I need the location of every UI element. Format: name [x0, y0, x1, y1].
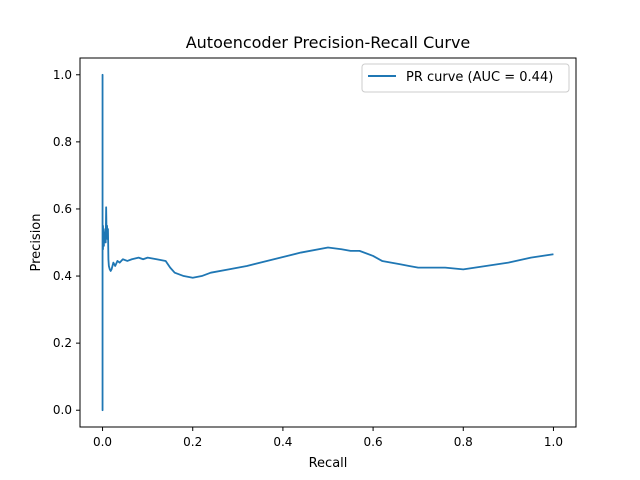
y-tick-label: 0.0 [53, 403, 72, 417]
x-tick-label: 0.6 [364, 435, 383, 449]
plot-frame [79, 57, 577, 428]
x-axis-label: Recall [309, 456, 348, 471]
x-axis: 0.0 0.2 0.4 0.6 0.8 1.0 [93, 427, 563, 449]
legend: PR curve (AUC = 0.44) [361, 63, 570, 93]
pr-curve-line [101, 73, 554, 412]
legend-box [361, 63, 570, 93]
x-tick-label: 0.4 [273, 435, 292, 449]
y-axis-label: Precision [29, 213, 44, 271]
series-layer [101, 73, 554, 412]
y-tick-label: 0.6 [53, 202, 72, 216]
y-tick-label: 0.2 [53, 336, 72, 350]
legend-entry: PR curve (AUC = 0.44) [406, 70, 553, 85]
x-tick-label: 1.0 [544, 435, 563, 449]
x-tick-label: 0.2 [183, 435, 202, 449]
x-tick-label: 0.8 [454, 435, 473, 449]
x-tick-label: 0.0 [93, 435, 112, 449]
chart-title: Autoencoder Precision-Recall Curve [186, 33, 471, 52]
y-tick-label: 1.0 [53, 68, 72, 82]
y-tick-label: 0.8 [53, 135, 72, 149]
y-axis: 0.0 0.2 0.4 0.6 0.8 1.0 [53, 68, 80, 417]
y-tick-label: 0.4 [53, 269, 72, 283]
